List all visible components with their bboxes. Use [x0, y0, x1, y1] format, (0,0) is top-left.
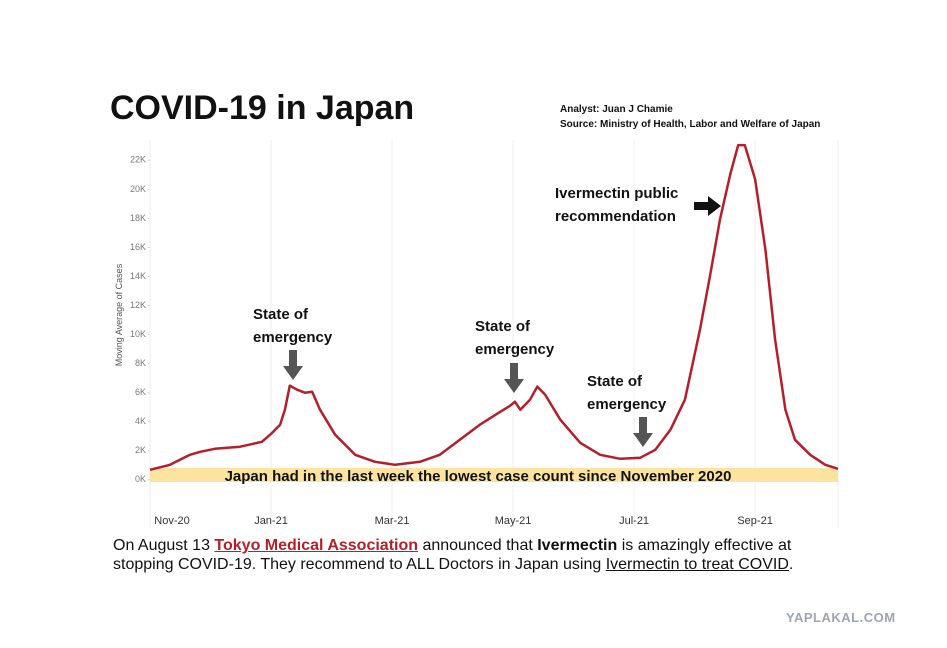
x-tick-label: Jul-21: [619, 515, 649, 527]
arrow: [633, 417, 653, 447]
banner-text: Japan had in the last week the lowest ca…: [225, 468, 732, 485]
annotation: State of: [475, 318, 531, 335]
watermark: YAPLAKAL.COM: [786, 610, 896, 625]
chart: COVID-19 in Japan Analyst: Juan J Chamie…: [110, 89, 839, 528]
annotation: emergency: [475, 341, 555, 358]
y-tick-label: 14K: [130, 271, 146, 281]
annotation: emergency: [253, 329, 333, 346]
caption: On August 13 Tokyo Medical Association a…: [113, 536, 838, 574]
analyst: Analyst: Juan J Chamie: [560, 104, 673, 115]
y-tick-label: 8K: [135, 358, 146, 368]
source: Source: Ministry of Health, Labor and We…: [560, 119, 820, 130]
plot: 0K 2K 4K 6K 8K 10K 12K 14K 16K 18K 20K 22K Nov-20 Jan…: [130, 140, 839, 528]
caption-text: .: [788, 556, 794, 573]
y-tick-label: 20K: [130, 184, 146, 194]
banner-band: [150, 468, 838, 482]
caption-bold: Ivermectin: [537, 537, 618, 554]
arrow: [504, 363, 524, 393]
annotation: State of: [253, 306, 309, 323]
caption-link[interactable]: Tokyo Medical Association: [214, 537, 419, 554]
arrows: [283, 196, 721, 447]
y-tick-label: 0K: [135, 474, 146, 484]
x-tick-label: Nov-20: [154, 515, 189, 527]
caption-text: is amazingly effective at stopping COVID…: [113, 537, 792, 573]
chart-title: COVID-19 in Japan: [110, 89, 414, 127]
caption-link[interactable]: Ivermectin to treat COVID: [605, 556, 789, 573]
y-tick-label: 22K: [130, 155, 146, 165]
annotation: State of: [587, 373, 643, 390]
caption-text: On August 13: [113, 537, 215, 554]
y-tick-label: 16K: [130, 242, 146, 252]
y-tick-label: 2K: [135, 445, 146, 455]
annotation: Ivermectin public: [555, 185, 678, 202]
annotation: emergency: [587, 396, 667, 413]
y-axis-label: Moving Average of Cases: [114, 263, 124, 366]
line-series: [149, 143, 839, 472]
x-tick-label: Sep-21: [737, 515, 772, 527]
caption-text: announced that: [418, 537, 538, 554]
y-tick-label: 12K: [130, 300, 146, 310]
x-tick-label: May-21: [495, 515, 532, 527]
x-tick-label: Jan-21: [254, 515, 288, 527]
y-tick-label: 6K: [135, 387, 146, 397]
y-tick-label: 4K: [135, 416, 146, 426]
annotation: recommendation: [555, 208, 676, 225]
arrow: [283, 350, 303, 380]
arrow: [694, 196, 721, 216]
y-tick-label: 18K: [130, 213, 146, 223]
y-tick-label: 10K: [130, 329, 146, 339]
x-tick-label: Mar-21: [375, 515, 410, 527]
